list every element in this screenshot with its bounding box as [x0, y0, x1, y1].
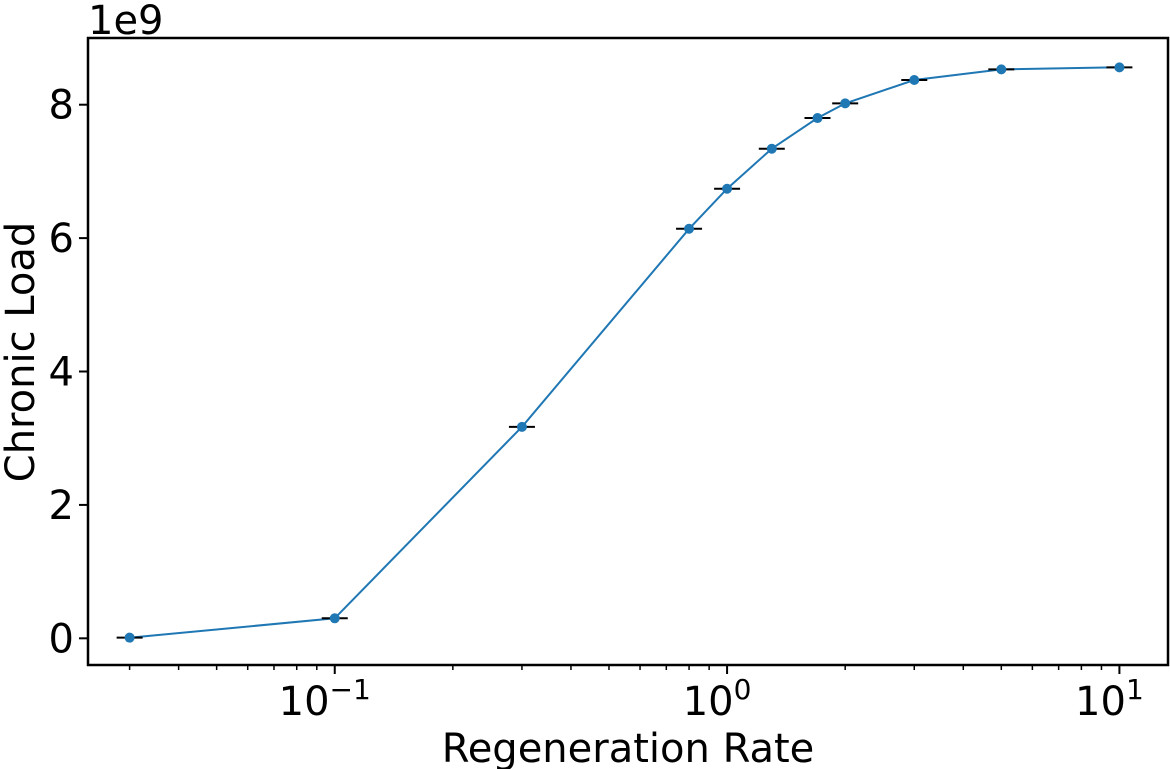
y-axis-label: Chronic Load: [0, 222, 44, 482]
data-point: [909, 75, 919, 85]
data-point: [1114, 62, 1124, 72]
x-tick-label: 100: [683, 673, 752, 725]
y-tick-label: 2: [49, 483, 74, 529]
x-tick-label: 10−1: [279, 673, 371, 725]
data-point: [767, 144, 777, 154]
data-point: [684, 224, 694, 234]
data-point: [812, 113, 822, 123]
y-ticks: 0 2 4 6 8: [49, 83, 88, 663]
data-point: [840, 98, 850, 108]
y-tick-label: 8: [49, 83, 74, 129]
plot-frame: [88, 38, 1168, 665]
y-tick-label: 4: [49, 350, 74, 396]
data-point: [125, 633, 135, 643]
data-point: [517, 422, 527, 432]
x-axis-label: Regeneration Rate: [442, 726, 815, 769]
data-point: [722, 184, 732, 194]
x-major-ticks: 10−1 100 101: [279, 665, 1144, 725]
data-point: [996, 64, 1006, 74]
y-tick-label: 0: [49, 616, 74, 662]
series-layer: [117, 62, 1133, 642]
y-tick-label: 6: [49, 216, 74, 262]
series-line: [130, 67, 1120, 637]
x-tick-label: 101: [1075, 673, 1144, 725]
data-point: [330, 613, 340, 623]
y-offset-label: 1e9: [88, 0, 164, 44]
